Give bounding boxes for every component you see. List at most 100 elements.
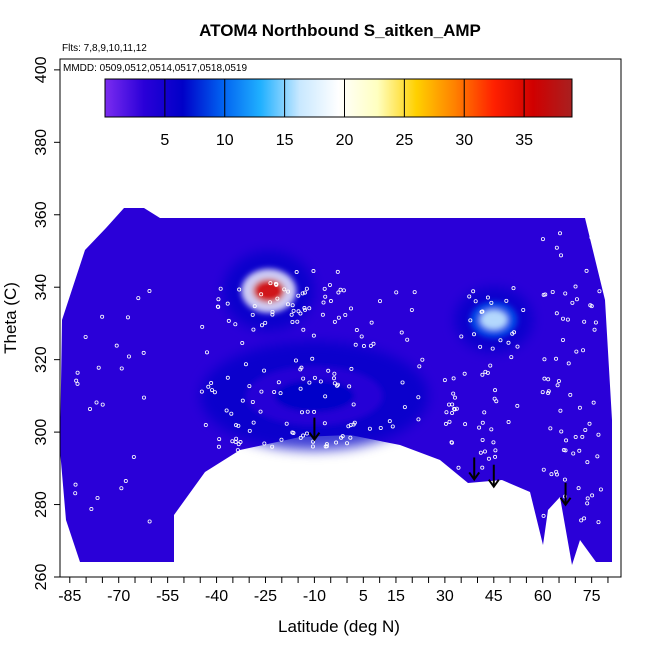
y-tick-label-4: 340: [33, 274, 50, 301]
sample-point: [593, 320, 598, 325]
sample-point: [351, 402, 356, 407]
sample-point: [323, 294, 328, 299]
sample-point: [592, 327, 597, 332]
sample-point: [581, 348, 586, 353]
colorbar-frame: [104, 78, 573, 118]
sample-point: [311, 269, 316, 274]
sample-point: [590, 493, 595, 498]
x-tick-label-7: 15: [387, 588, 405, 605]
sample-point: [580, 434, 585, 439]
x-tick-label-1: -70: [107, 588, 130, 605]
sample-point: [74, 378, 79, 383]
sample-point: [480, 437, 485, 442]
sample-point: [322, 421, 327, 426]
sample-point: [216, 297, 221, 302]
sample-point: [284, 421, 289, 426]
sample-point: [468, 318, 473, 323]
sample-point: [236, 442, 241, 447]
dates-annotation: MMDD: 0509,0512,0514,0517,0518,0519: [63, 63, 247, 74]
sample-point: [583, 427, 588, 432]
arrow-marker-3: [559, 482, 572, 507]
sample-point: [215, 304, 220, 309]
x-tick-label-3: -40: [205, 588, 228, 605]
sample-point: [378, 425, 383, 430]
sample-point: [310, 356, 315, 361]
sample-point: [237, 287, 242, 292]
sample-point: [327, 282, 332, 287]
sample-point: [299, 410, 304, 415]
arrow-marker-2: [487, 464, 500, 489]
sample-point: [548, 426, 553, 431]
y-axis: 260 280 300 320 340 360 380 400: [33, 56, 60, 590]
sample-point: [323, 444, 328, 449]
sample-point: [289, 312, 294, 317]
sample-point: [123, 479, 128, 484]
sample-point: [489, 427, 494, 432]
sample-point: [443, 421, 448, 426]
sample-point: [331, 376, 336, 381]
x-tick-label-6: 5: [359, 588, 368, 605]
feature-peak-1: [480, 310, 508, 330]
sample-point: [216, 444, 221, 449]
sample-point: [488, 363, 493, 368]
sample-point: [312, 375, 317, 380]
x-tick-label-10: 60: [534, 588, 552, 605]
sample-point: [341, 288, 346, 293]
sample-point: [573, 435, 578, 440]
colorbar: 5 10 15 20 25 30 35: [104, 78, 573, 149]
sample-point: [312, 409, 317, 414]
sample-point: [478, 344, 483, 349]
sample-point: [570, 300, 575, 305]
sample-point: [226, 318, 231, 323]
sample-point: [293, 358, 298, 363]
sample-point: [596, 520, 601, 525]
y-tick-label-5: 360: [33, 201, 50, 228]
sample-point: [119, 486, 124, 491]
sample-point: [279, 437, 284, 442]
sample-point: [209, 381, 214, 386]
sample-point: [347, 384, 352, 389]
sample-point: [272, 389, 277, 394]
sample-point: [354, 328, 359, 333]
sample-point: [276, 380, 281, 385]
sample-point: [311, 333, 316, 338]
sample-point: [298, 367, 303, 372]
sample-point: [515, 403, 520, 408]
sample-point: [336, 315, 341, 320]
sample-point: [568, 392, 573, 397]
sample-point: [225, 301, 230, 306]
sample-point: [582, 516, 587, 521]
sample-point: [540, 237, 545, 242]
y-tick-label-7: 400: [33, 56, 50, 83]
sample-point: [449, 440, 454, 445]
sample-point: [278, 391, 283, 396]
x-tick-label-5: -10: [303, 588, 326, 605]
sample-point: [298, 311, 303, 316]
sample-point: [235, 448, 240, 453]
sample-point: [234, 423, 239, 428]
sample-point: [521, 307, 526, 312]
sample-point: [378, 299, 383, 304]
sample-point: [89, 507, 94, 512]
sample-point: [574, 349, 579, 354]
sample-point: [556, 379, 561, 384]
sample-point: [301, 327, 306, 332]
sample-point: [349, 306, 354, 311]
sample-point: [559, 253, 564, 258]
sample-point: [409, 307, 414, 312]
sample-point: [506, 420, 511, 425]
sample-point: [416, 395, 421, 400]
sample-point: [96, 365, 101, 370]
sample-point: [348, 435, 353, 440]
sample-point: [555, 383, 560, 388]
sample-point: [420, 357, 425, 362]
x-tick-label-2: -55: [156, 588, 179, 605]
sample-point: [290, 319, 295, 324]
sample-point: [542, 357, 547, 362]
sample-point: [451, 376, 456, 381]
sample-point: [573, 284, 578, 289]
feature-peak-2: [274, 379, 355, 413]
arrow-marker-1: [468, 457, 481, 482]
sample-point: [558, 231, 563, 236]
